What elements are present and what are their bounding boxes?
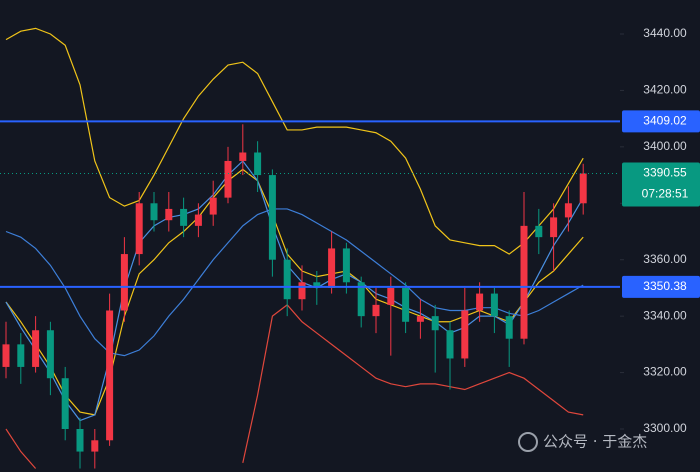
candle-body: [76, 429, 84, 452]
candle-body: [446, 330, 454, 359]
candle-body: [180, 208, 188, 226]
price-label-box: [622, 110, 700, 133]
candle-body: [520, 225, 528, 339]
candle-body: [135, 203, 143, 255]
candle-body: [535, 225, 543, 238]
candle-body: [32, 330, 40, 367]
candle-body: [550, 217, 558, 238]
y-tick-label: 3340.00: [643, 308, 687, 322]
y-tick-label: 3420.00: [643, 83, 687, 97]
y-tick-label: 3300.00: [643, 421, 687, 435]
price-label-box: [622, 275, 700, 298]
candle-body: [342, 248, 350, 283]
indicator-line: [5, 27, 584, 255]
candle-body: [46, 330, 54, 379]
candle-body: [268, 175, 276, 260]
price-label: 3350.38: [643, 279, 687, 293]
candle-body: [150, 203, 158, 221]
candle-body: [61, 378, 69, 430]
candle-body: [209, 197, 217, 215]
indicator-line: [5, 304, 584, 469]
y-tick-label: 3400.00: [643, 139, 687, 153]
candle-body: [579, 173, 587, 204]
candle-body: [416, 316, 424, 322]
y-tick-label: 3360.00: [643, 252, 687, 266]
candle-body: [357, 282, 365, 317]
price-label: 3409.02: [643, 114, 687, 128]
candle-body: [431, 316, 439, 331]
candle-body: [283, 259, 291, 300]
candle-body: [313, 282, 321, 288]
candle-body: [461, 310, 469, 359]
indicator-line: [5, 168, 584, 416]
candle-body: [194, 214, 202, 226]
candle-body: [402, 287, 410, 322]
watermark-icon: [518, 432, 538, 452]
candle-body: [254, 152, 262, 176]
countdown-label: 07:28:51: [642, 187, 689, 201]
candle-body: [476, 293, 484, 311]
y-tick-label: 3440.00: [643, 26, 687, 40]
candle-body: [17, 344, 25, 367]
candle-body: [298, 282, 306, 300]
last-price-box: [622, 162, 700, 207]
candle-body: [91, 440, 99, 452]
candle-body: [120, 254, 128, 311]
last-price-label: 3390.55: [643, 166, 687, 180]
candle-body: [2, 344, 10, 367]
indicator-line: [5, 208, 584, 357]
candle-body: [564, 203, 572, 218]
candle-body: [328, 248, 336, 288]
candle-body: [387, 287, 395, 305]
candle-body: [239, 152, 247, 161]
watermark: 公众号 · 于金杰: [543, 433, 647, 451]
indicator-line: [5, 160, 584, 422]
candle-body: [372, 304, 380, 317]
candle-body: [224, 160, 232, 198]
candle-body: [165, 208, 173, 221]
candle-body: [106, 310, 114, 441]
candle-body: [490, 293, 498, 317]
y-tick-label: 3320.00: [643, 365, 687, 379]
candle-body: [505, 316, 513, 339]
